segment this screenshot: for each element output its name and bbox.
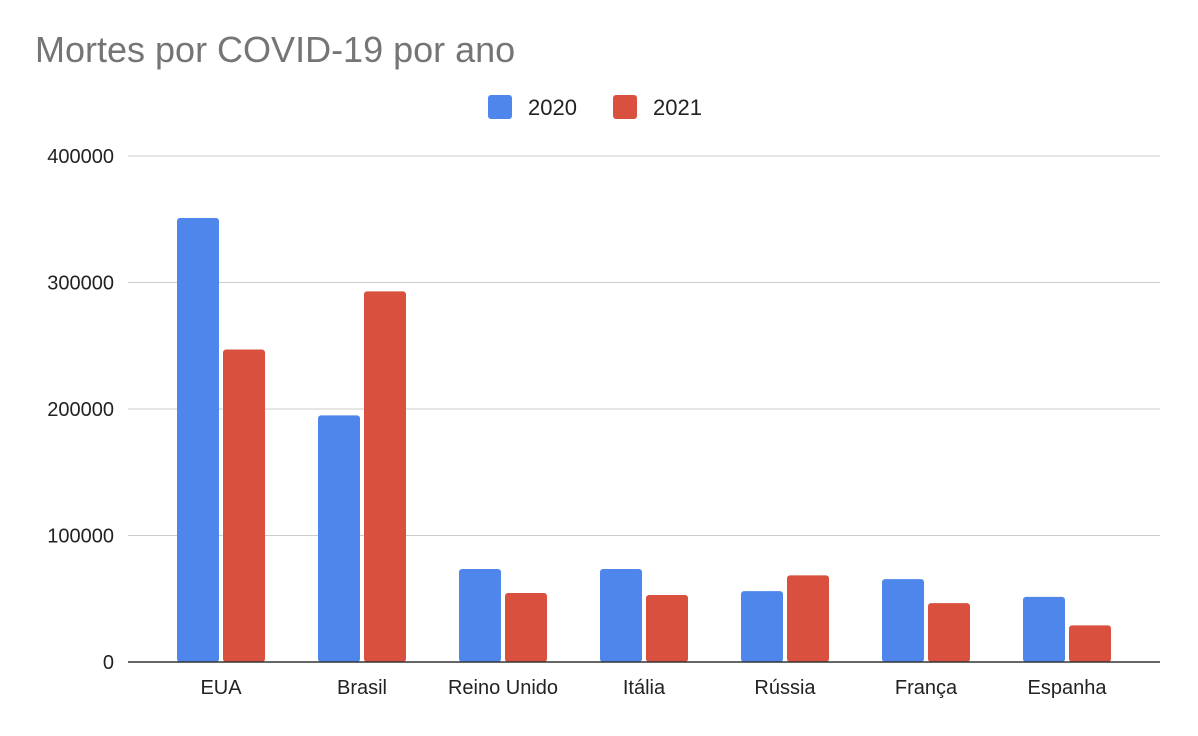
bar-2020-frança <box>882 579 924 662</box>
y-tick-label: 100000 <box>47 526 114 548</box>
x-tick-label: Reino Unido <box>448 677 558 699</box>
x-tick-label: Espanha <box>1028 677 1108 699</box>
y-axis: 0 100000 200000 300000 400000 <box>47 146 114 674</box>
bar-2021-reino-unido <box>505 593 547 662</box>
chart-title: Mortes por COVID-19 por ano <box>35 29 515 70</box>
bar-2020-eua <box>177 217 219 663</box>
bar-2021-eua <box>223 349 265 662</box>
legend-swatch-2020 <box>488 95 512 119</box>
bar-2021-espanha <box>1069 625 1111 662</box>
bar-2020-brasil <box>318 415 360 662</box>
y-tick-label: 400000 <box>47 146 114 168</box>
bar-2021-brasil <box>364 291 406 662</box>
legend: 2020 2021 <box>488 95 702 120</box>
bar-2020-espanha <box>1023 596 1065 662</box>
x-tick-label: Rússia <box>754 677 816 699</box>
x-tick-label: França <box>895 677 958 699</box>
bar-2021-rússia <box>787 575 829 662</box>
x-axis: EUA Brasil Reino Unido Itália Rússia França Es… <box>128 661 1160 699</box>
y-tick-label: 200000 <box>47 399 114 421</box>
x-tick-label: Brasil <box>337 677 387 699</box>
legend-swatch-2021 <box>613 95 637 119</box>
bar-2020-reino-unido <box>459 569 501 662</box>
x-tick-label: Itália <box>623 677 666 699</box>
bars <box>177 217 1111 663</box>
grid-lines <box>128 155 1160 536</box>
bar-2020-rússia <box>741 591 783 662</box>
y-tick-label: 300000 <box>47 273 114 295</box>
legend-label-2021: 2021 <box>653 95 702 120</box>
bar-2021-frança <box>928 603 970 662</box>
legend-label-2020: 2020 <box>528 95 577 120</box>
y-tick-label: 0 <box>103 652 114 674</box>
bar-2021-itália <box>646 594 688 662</box>
bar-2020-itália <box>600 569 642 662</box>
x-tick-label: EUA <box>200 677 242 699</box>
